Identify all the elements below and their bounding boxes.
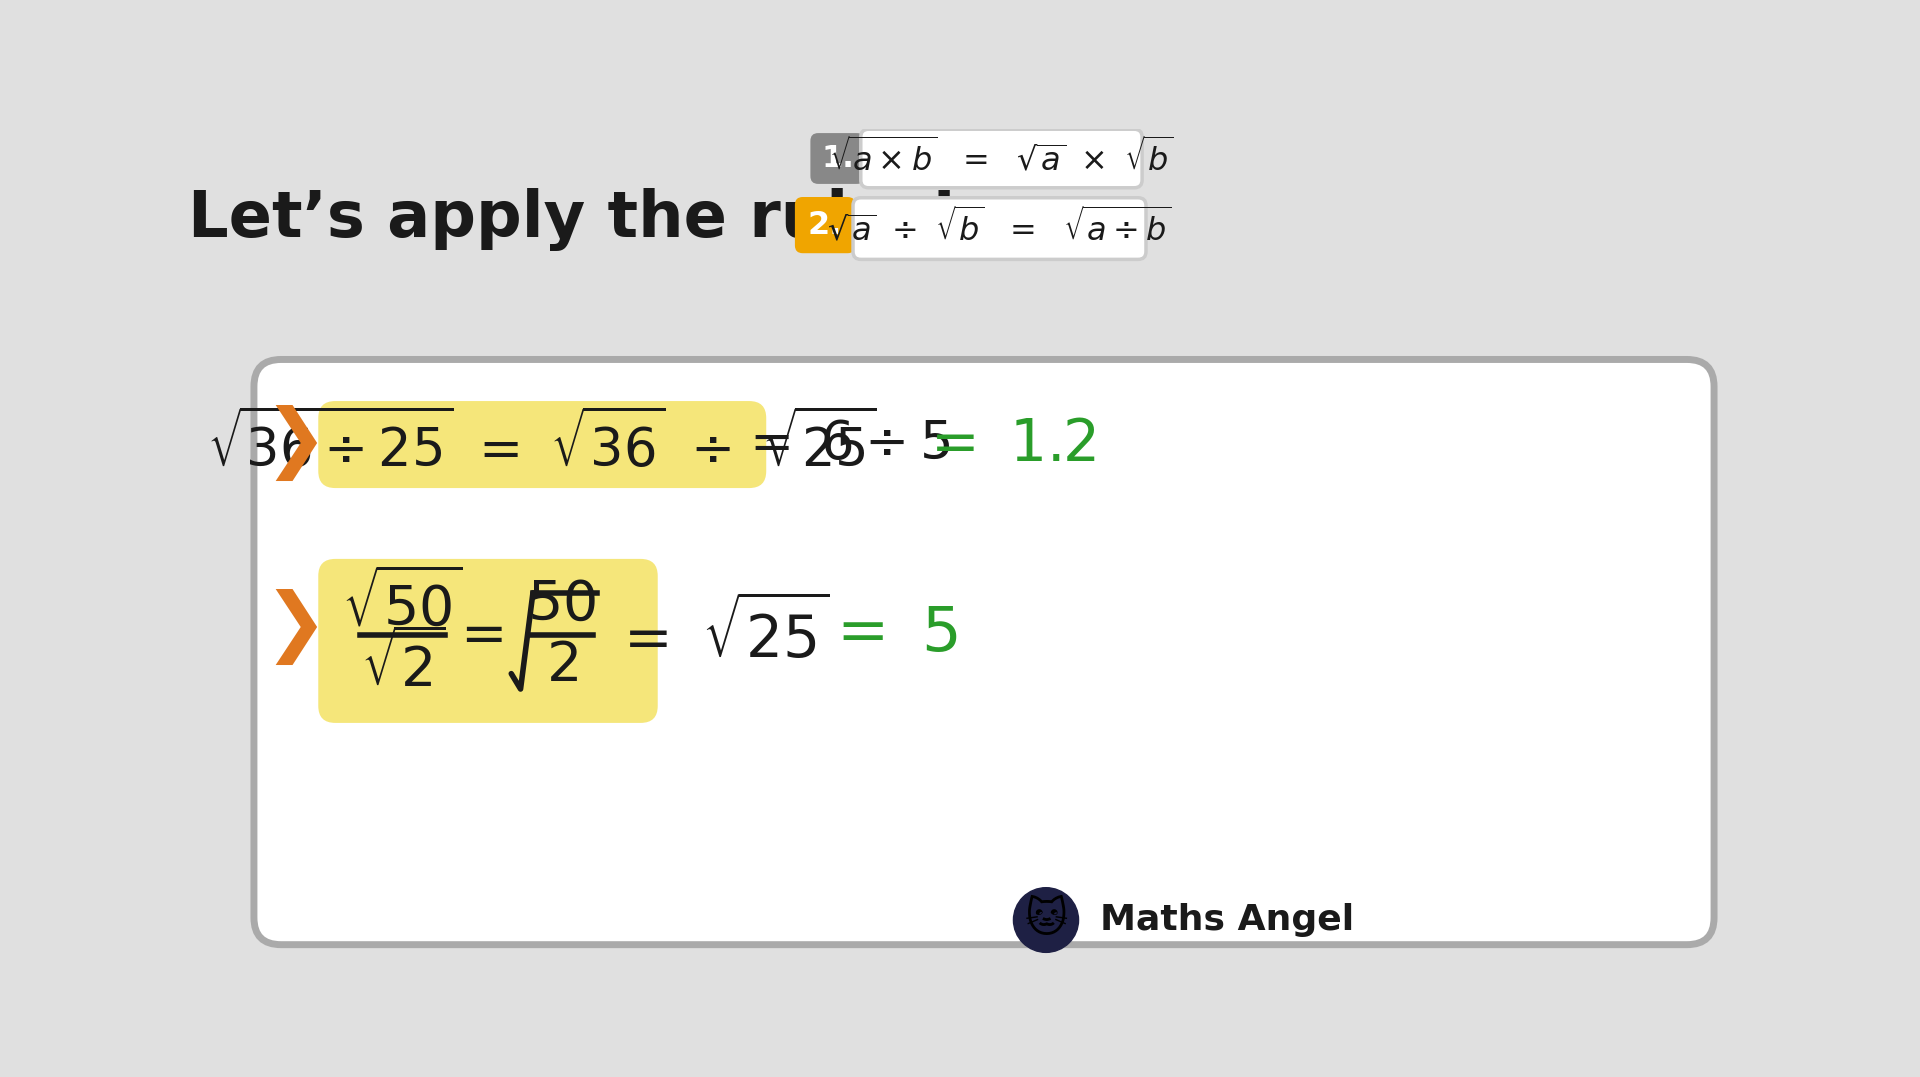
Text: $=\ 1.2$: $=\ 1.2$ <box>920 416 1096 473</box>
Text: $\sqrt{2}$: $\sqrt{2}$ <box>361 632 445 699</box>
Text: $=\ \sqrt{25}$: $=\ \sqrt{25}$ <box>612 598 829 670</box>
FancyBboxPatch shape <box>319 401 766 488</box>
Text: ❯: ❯ <box>263 405 328 480</box>
Text: $=\ 6 \div 5$: $=\ 6 \div 5$ <box>739 418 950 471</box>
Text: $\sqrt{a \times b}\ \ =\ \ \sqrt{a}\ \times\ \sqrt{b}$: $\sqrt{a \times b}\ \ =\ \ \sqrt{a}\ \ti… <box>829 139 1173 179</box>
Text: $50$: $50$ <box>528 577 595 631</box>
Circle shape <box>1014 887 1079 952</box>
FancyBboxPatch shape <box>852 198 1146 260</box>
Text: $\sqrt{36 \div 25}\ =\ \sqrt{36}\ \div\ \sqrt{25}$: $\sqrt{36 \div 25}\ =\ \sqrt{36}\ \div\ … <box>207 411 877 477</box>
Text: $=\ 5$: $=\ 5$ <box>824 603 958 663</box>
Text: $\sqrt{a}\ \div\ \sqrt{b}\ \ =\ \ \sqrt{a \div b}$: $\sqrt{a}\ \div\ \sqrt{b}\ \ =\ \ \sqrt{… <box>828 209 1171 249</box>
FancyBboxPatch shape <box>319 559 659 723</box>
FancyBboxPatch shape <box>253 360 1715 945</box>
Text: $\sqrt{50}$: $\sqrt{50}$ <box>342 571 463 638</box>
FancyBboxPatch shape <box>795 197 854 253</box>
Text: Maths Angel: Maths Angel <box>1100 903 1354 937</box>
FancyBboxPatch shape <box>860 129 1142 187</box>
Text: 2.: 2. <box>808 210 843 241</box>
Text: 🐱: 🐱 <box>1023 899 1068 941</box>
Text: $=$: $=$ <box>449 609 503 662</box>
FancyBboxPatch shape <box>810 134 864 184</box>
Text: $2$: $2$ <box>545 639 578 693</box>
Text: ❯: ❯ <box>263 589 328 666</box>
Text: 1.: 1. <box>822 144 854 173</box>
Text: Let’s apply the rules!: Let’s apply the rules! <box>188 187 958 251</box>
